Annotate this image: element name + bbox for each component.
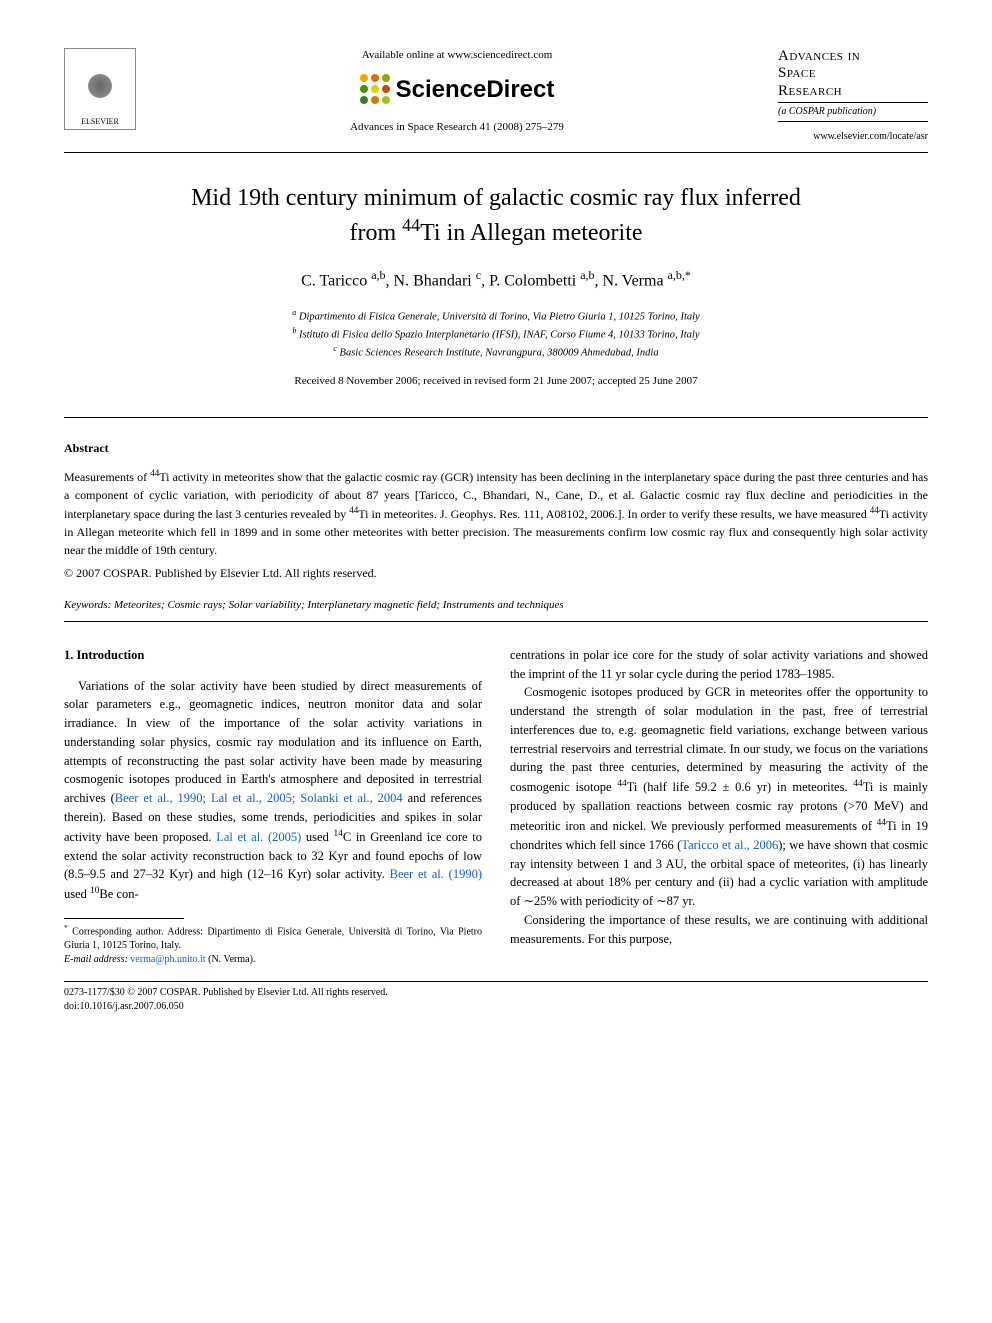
- journal-title-line3: Research: [778, 83, 928, 100]
- footnote-text: Corresponding author. Address: Dipartime…: [64, 926, 482, 951]
- ref-link-beer-1990[interactable]: Beer et al. (1990): [390, 867, 482, 881]
- journal-title-box: Advances in Space Research (a COSPAR pub…: [778, 48, 928, 144]
- author-2: N. Bhandari: [394, 272, 472, 289]
- col1-p1-d: used 10Be con-: [64, 887, 139, 901]
- column-left: 1. Introduction Variations of the solar …: [64, 646, 482, 967]
- affiliation-a: Dipartimento di Fisica Generale, Univers…: [299, 311, 700, 322]
- col2-para3: Considering the importance of these resu…: [510, 911, 928, 949]
- available-online-text: Available online at www.sciencedirect.co…: [156, 48, 758, 63]
- ref-link-taricco-2006[interactable]: Taricco et al., 2006: [681, 838, 778, 852]
- title-line1: Mid 19th century minimum of galactic cos…: [191, 185, 801, 211]
- author-1-sup: a,b: [371, 268, 385, 282]
- authors: C. Taricco a,b, N. Bhandari c, P. Colomb…: [64, 267, 928, 293]
- article-dates: Received 8 November 2006; received in re…: [64, 374, 928, 389]
- footnote-star: *: [64, 923, 68, 932]
- keywords-text: Meteorites; Cosmic rays; Solar variabili…: [114, 599, 564, 611]
- keywords-rule: [64, 621, 928, 622]
- journal-title-line1: Advances in: [778, 48, 928, 65]
- author-4: N. Verma: [603, 272, 664, 289]
- footer: 0273-1177/$30 © 2007 COSPAR. Published b…: [64, 986, 928, 1014]
- email-name: (N. Verma).: [208, 954, 255, 965]
- email-label: E-mail address:: [64, 954, 128, 965]
- header-rule: [64, 152, 928, 153]
- abstract-text: Measurements of 44Ti activity in meteori…: [64, 467, 928, 559]
- copyright-line: © 2007 COSPAR. Published by Elsevier Ltd…: [64, 565, 928, 582]
- elsevier-logo: ELSEVIER: [64, 48, 136, 130]
- sciencedirect-text: ScienceDirect: [396, 73, 555, 107]
- journal-reference: Advances in Space Research 41 (2008) 275…: [156, 120, 758, 135]
- author-3-sup: a,b: [580, 268, 594, 282]
- article-title: Mid 19th century minimum of galactic cos…: [64, 183, 928, 249]
- col2-p2-a: Cosmogenic isotopes produced by GCR in m…: [510, 685, 928, 851]
- col1-p1-a: Variations of the solar activity have be…: [64, 679, 482, 806]
- header-row: ELSEVIER Available online at www.science…: [64, 48, 928, 144]
- affiliation-b: Istituto di Fisica dello Spazio Interpla…: [299, 330, 699, 341]
- affiliation-c: Basic Sciences Research Institute, Navra…: [340, 348, 659, 359]
- elsevier-tree-icon: [75, 66, 125, 116]
- abstract-top-rule: [64, 417, 928, 418]
- col2-para1: centrations in polar ice core for the st…: [510, 646, 928, 684]
- ref-link-lal-2005[interactable]: Lal et al. (2005): [216, 830, 301, 844]
- col2-para2: Cosmogenic isotopes produced by GCR in m…: [510, 683, 928, 910]
- email-link[interactable]: verma@ph.unito.it: [130, 954, 205, 965]
- footer-rule: [64, 981, 928, 982]
- author-4-sup: a,b,*: [668, 268, 691, 282]
- column-right: centrations in polar ice core for the st…: [510, 646, 928, 967]
- col1-para1: Variations of the solar activity have be…: [64, 677, 482, 904]
- title-line2-suffix: Ti in Allegan meteorite: [420, 220, 642, 246]
- author-2-sup: c: [476, 268, 481, 282]
- journal-title-line2: Space: [778, 65, 928, 82]
- footer-doi: doi:10.1016/j.asr.2007.06.050: [64, 1000, 928, 1014]
- sciencedirect-dots-icon: [360, 74, 390, 104]
- title-sup: 44: [402, 215, 420, 235]
- keywords: Keywords: Meteorites; Cosmic rays; Solar…: [64, 598, 928, 613]
- header-center: Available online at www.sciencedirect.co…: [136, 48, 778, 136]
- sciencedirect-logo: ScienceDirect: [360, 73, 555, 107]
- title-line2-prefix: from: [349, 220, 402, 246]
- elsevier-label: ELSEVIER: [81, 116, 119, 127]
- elsevier-url: www.elsevier.com/locate/asr: [778, 130, 928, 144]
- author-1: C. Taricco: [301, 272, 367, 289]
- footer-issn: 0273-1177/$30 © 2007 COSPAR. Published b…: [64, 986, 928, 1000]
- footnote-rule: [64, 918, 184, 919]
- cospar-note: (a COSPAR publication): [778, 102, 928, 122]
- ref-link-beer-lal-solanki[interactable]: Beer et al., 1990; Lal et al., 2005; Sol…: [115, 791, 403, 805]
- corresponding-author-footnote: * Corresponding author. Address: Diparti…: [64, 923, 482, 967]
- affiliations: a Dipartimento di Fisica Generale, Unive…: [64, 307, 928, 362]
- body-columns: 1. Introduction Variations of the solar …: [64, 646, 928, 967]
- author-3: P. Colombetti: [489, 272, 576, 289]
- section-1-heading: 1. Introduction: [64, 646, 482, 665]
- keywords-label: Keywords:: [64, 599, 111, 611]
- abstract-heading: Abstract: [64, 440, 928, 457]
